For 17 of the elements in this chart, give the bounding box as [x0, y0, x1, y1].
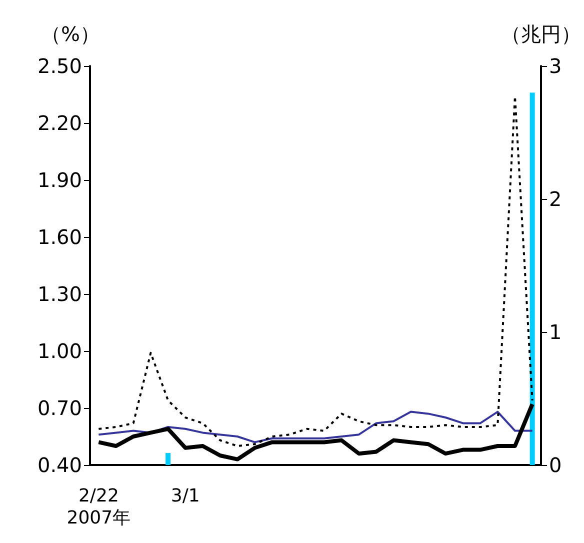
- y-tick-label: 1.00: [37, 339, 82, 363]
- y-tick-label: 2.20: [37, 111, 82, 135]
- y-tick-label: 1.30: [37, 282, 82, 306]
- y2-tick-label: 1: [549, 320, 562, 344]
- y2-axis-title: （兆円）: [501, 22, 581, 46]
- y-axis-title: （%）: [40, 22, 100, 46]
- y-tick-label: 1.90: [37, 168, 82, 192]
- x-tick-label: 3/1: [170, 486, 200, 506]
- y-tick-label: 0.70: [37, 396, 82, 420]
- x-tick-label: 2/22 2007年: [66, 486, 131, 528]
- y2-tick-label: 0: [549, 453, 562, 477]
- line-series: [98, 410, 534, 444]
- y2-tick-label: 3: [549, 54, 562, 78]
- y2-tick-label: 2: [549, 187, 562, 211]
- y-tick-label: 2.50: [37, 54, 82, 78]
- y-tick-label: 1.60: [37, 225, 82, 249]
- y-tick-label: 0.40: [37, 453, 82, 477]
